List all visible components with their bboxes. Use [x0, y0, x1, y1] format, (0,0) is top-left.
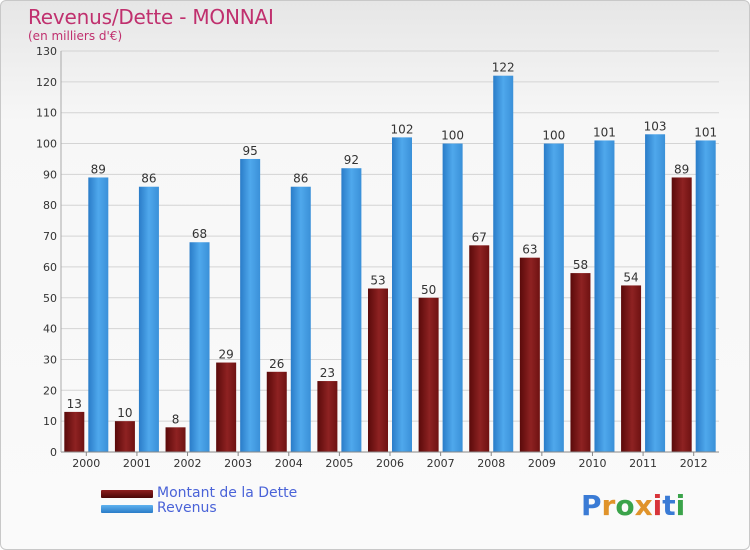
data-label-revenus: 122: [492, 61, 515, 75]
bar-montant-de-la-dette-2001: [114, 421, 135, 452]
data-label-revenus: 89: [91, 162, 106, 176]
bar-revenus-2003: [240, 158, 261, 452]
chart-title: Revenus/Dette - MONNAI: [28, 5, 274, 29]
x-tick-label: 2008: [477, 457, 505, 470]
x-tick-label: 2002: [174, 457, 202, 470]
y-tick-label: 0: [50, 446, 57, 459]
data-label-montant-de-la-dette: 10: [117, 406, 132, 420]
proxiti-logo: Proxiti: [581, 489, 685, 522]
logo-letter: r: [601, 489, 616, 522]
y-tick-label: 110: [36, 107, 57, 120]
y-tick-label: 130: [36, 45, 57, 58]
x-tick-label: 2006: [376, 457, 404, 470]
data-label-montant-de-la-dette: 50: [421, 283, 436, 297]
data-label-montant-de-la-dette: 29: [219, 348, 234, 362]
data-label-revenus: 95: [243, 144, 258, 158]
y-tick-label: 30: [43, 353, 57, 366]
logo-letter: o: [615, 489, 635, 522]
data-label-revenus: 101: [593, 125, 616, 139]
chart-subtitle: (en milliers d'€): [28, 29, 123, 43]
data-label-revenus: 86: [293, 172, 308, 186]
bar-revenus-2005: [341, 168, 362, 452]
data-label-revenus: 100: [542, 129, 565, 143]
data-label-montant-de-la-dette: 26: [269, 357, 284, 371]
bar-montant-de-la-dette-2005: [317, 381, 338, 452]
logo-letter: P: [581, 489, 602, 522]
y-tick-label: 60: [43, 261, 57, 274]
legend-label-dette: Montant de la Dette: [157, 485, 298, 501]
bar-montant-de-la-dette-2010: [570, 273, 591, 452]
data-label-revenus: 86: [141, 172, 156, 186]
y-tick-label: 10: [43, 415, 57, 428]
logo-letter: i: [675, 489, 686, 522]
bar-montant-de-la-dette-2009: [519, 257, 540, 452]
bar-revenus-2000: [88, 177, 109, 452]
data-label-revenus: 68: [192, 227, 207, 241]
bar-revenus-2010: [594, 140, 615, 452]
bar-montant-de-la-dette-2011: [621, 285, 642, 452]
x-tick-label: 2012: [680, 457, 708, 470]
bar-montant-de-la-dette-2007: [418, 297, 439, 452]
y-tick-label: 50: [43, 292, 57, 305]
data-label-montant-de-la-dette: 54: [623, 270, 638, 284]
x-tick-label: 2009: [528, 457, 556, 470]
legend-swatch-dette: [101, 490, 153, 498]
bar-montant-de-la-dette-2004: [266, 371, 287, 452]
data-label-montant-de-la-dette: 8: [172, 412, 180, 426]
bar-revenus-2011: [645, 134, 666, 453]
bar-revenus-2001: [138, 186, 159, 452]
bar-montant-de-la-dette-2000: [64, 411, 85, 452]
x-tick-label: 2004: [275, 457, 303, 470]
bar-revenus-2012: [695, 140, 716, 452]
bar-revenus-2007: [442, 143, 463, 453]
bar-revenus-2008: [493, 75, 514, 452]
bar-montant-de-la-dette-2003: [216, 362, 237, 452]
x-tick-label: 2011: [629, 457, 657, 470]
x-tick-label: 2010: [578, 457, 606, 470]
x-tick-label: 2001: [123, 457, 151, 470]
bar-montant-de-la-dette-2006: [368, 288, 388, 452]
y-tick-label: 100: [36, 138, 57, 151]
data-label-montant-de-la-dette: 23: [320, 366, 335, 380]
x-tick-label: 2007: [427, 457, 455, 470]
y-tick-label: 40: [43, 323, 57, 336]
x-tick-label: 2000: [72, 457, 100, 470]
data-label-montant-de-la-dette: 89: [674, 162, 689, 176]
data-label-montant-de-la-dette: 13: [67, 397, 82, 411]
data-label-montant-de-la-dette: 53: [370, 274, 385, 288]
bar-revenus-2002: [189, 242, 210, 452]
data-label-montant-de-la-dette: 67: [472, 230, 487, 244]
x-tick-label: 2003: [224, 457, 252, 470]
data-label-montant-de-la-dette: 63: [522, 243, 537, 257]
y-tick-label: 20: [43, 384, 57, 397]
bar-revenus-2006: [392, 137, 412, 452]
data-label-revenus: 102: [391, 122, 414, 136]
data-label-revenus: 103: [644, 119, 667, 133]
logo-letter: t: [662, 489, 676, 522]
bar-montant-de-la-dette-2008: [469, 245, 490, 452]
y-tick-label: 70: [43, 230, 57, 243]
data-label-revenus: 101: [694, 125, 717, 139]
logo-letter: x: [634, 489, 653, 522]
legend-label-revenus: Revenus: [157, 500, 217, 516]
data-label-montant-de-la-dette: 58: [573, 258, 588, 272]
bar-revenus-2009: [543, 143, 564, 453]
bar-montant-de-la-dette-2012: [671, 177, 692, 452]
x-tick-label: 2005: [325, 457, 353, 470]
legend-swatch-revenus: [101, 505, 153, 513]
y-tick-label: 120: [36, 76, 57, 89]
y-tick-label: 80: [43, 199, 57, 212]
data-label-revenus: 92: [344, 153, 359, 167]
data-label-revenus: 100: [441, 129, 464, 143]
y-tick-label: 90: [43, 168, 57, 181]
bar-montant-de-la-dette-2002: [165, 427, 186, 452]
logo-letter: i: [652, 489, 663, 522]
bar-revenus-2004: [290, 186, 311, 452]
